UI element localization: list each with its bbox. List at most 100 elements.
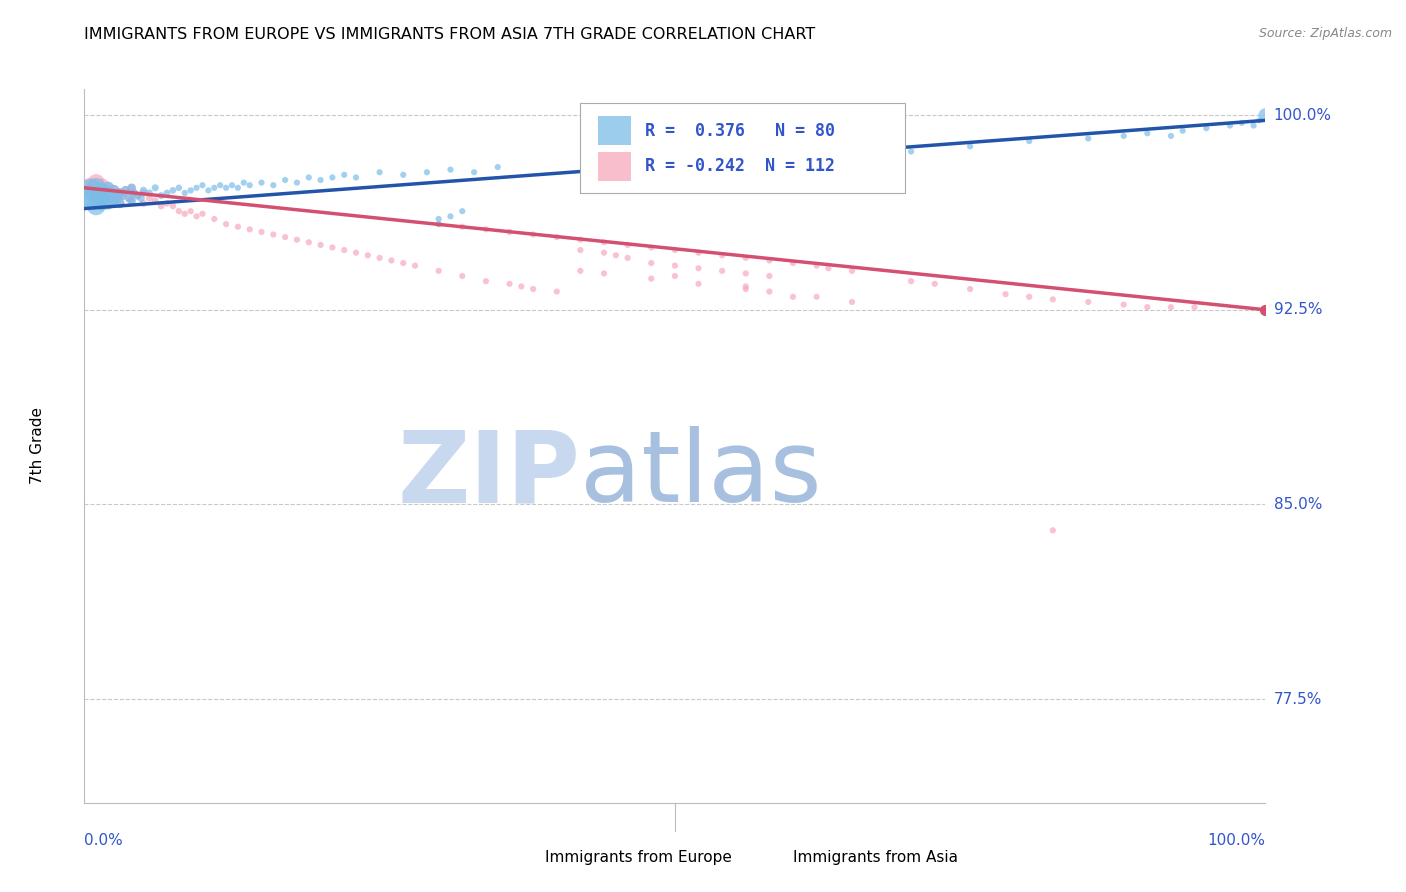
Point <box>173 186 195 200</box>
Point <box>616 238 638 252</box>
Point <box>900 274 922 288</box>
Point <box>959 282 981 296</box>
Point <box>180 183 202 197</box>
Point <box>103 183 125 197</box>
Point <box>344 245 367 260</box>
Point <box>1136 126 1159 140</box>
Point <box>640 271 662 285</box>
Point <box>97 196 120 211</box>
Point <box>841 147 863 161</box>
Point <box>806 290 828 304</box>
Point <box>250 176 273 190</box>
Point <box>118 191 141 205</box>
Point <box>664 243 686 257</box>
Point <box>368 251 391 265</box>
Point <box>427 217 450 231</box>
Point <box>94 186 117 200</box>
Point <box>83 186 105 200</box>
Point <box>1243 119 1265 133</box>
Point <box>546 285 568 299</box>
Point <box>129 191 152 205</box>
Point <box>688 261 710 276</box>
Point <box>1195 121 1218 136</box>
Text: R =  0.376   N = 80: R = 0.376 N = 80 <box>645 121 835 139</box>
Point <box>416 165 439 179</box>
Bar <box>598 116 631 145</box>
Point <box>640 256 662 270</box>
Point <box>87 188 110 202</box>
Point <box>138 191 160 205</box>
Point <box>664 268 686 283</box>
Point <box>841 264 863 278</box>
Point <box>221 178 243 193</box>
Point <box>108 186 131 200</box>
Point <box>1112 297 1135 311</box>
Point <box>688 277 710 291</box>
Point <box>924 277 946 291</box>
Point <box>91 178 114 193</box>
Point <box>239 222 262 236</box>
Bar <box>598 152 631 180</box>
Point <box>1184 300 1206 314</box>
Point <box>132 183 155 197</box>
Point <box>427 217 450 231</box>
Point <box>138 186 160 200</box>
Text: 100.0%: 100.0% <box>1208 833 1265 848</box>
Text: Source: ZipAtlas.com: Source: ZipAtlas.com <box>1258 27 1392 40</box>
Point <box>1018 290 1040 304</box>
Point <box>664 259 686 273</box>
Point <box>82 191 104 205</box>
Point <box>97 196 120 211</box>
Point <box>1136 300 1159 314</box>
Point <box>1112 128 1135 143</box>
Point <box>451 268 474 283</box>
FancyBboxPatch shape <box>581 103 905 193</box>
Point <box>1171 124 1194 138</box>
Point <box>186 181 208 195</box>
Point <box>173 207 195 221</box>
Bar <box>509 847 536 869</box>
Point <box>1219 119 1241 133</box>
Point <box>167 204 190 219</box>
Point <box>84 176 107 190</box>
Point <box>197 183 219 197</box>
Point <box>841 295 863 310</box>
Point <box>782 256 804 270</box>
Point <box>114 183 136 197</box>
Point <box>309 238 332 252</box>
Point <box>569 233 592 247</box>
Point <box>734 251 756 265</box>
Point <box>593 245 616 260</box>
Point <box>758 285 780 299</box>
Point <box>758 253 780 268</box>
Point <box>232 176 254 190</box>
Point <box>522 282 544 296</box>
Point <box>711 248 734 262</box>
Point <box>91 194 114 208</box>
Point <box>498 225 520 239</box>
Text: 0.0%: 0.0% <box>84 833 124 848</box>
Text: 92.5%: 92.5% <box>1274 302 1322 318</box>
Point <box>103 194 125 208</box>
Point <box>98 188 121 202</box>
Point <box>285 233 308 247</box>
Point <box>510 279 533 293</box>
Point <box>451 219 474 234</box>
Point <box>734 279 756 293</box>
Point <box>143 181 166 195</box>
Point <box>79 181 101 195</box>
Point <box>274 230 297 244</box>
Point <box>209 178 232 193</box>
Text: 85.0%: 85.0% <box>1274 497 1322 512</box>
Text: 77.5%: 77.5% <box>1274 691 1322 706</box>
Point <box>91 183 114 197</box>
Point <box>274 173 297 187</box>
Point <box>215 217 238 231</box>
Point <box>122 186 145 200</box>
Point <box>127 188 149 202</box>
Point <box>127 188 149 202</box>
Point <box>475 274 498 288</box>
Point <box>333 243 356 257</box>
Point <box>1042 524 1064 538</box>
Point <box>900 145 922 159</box>
